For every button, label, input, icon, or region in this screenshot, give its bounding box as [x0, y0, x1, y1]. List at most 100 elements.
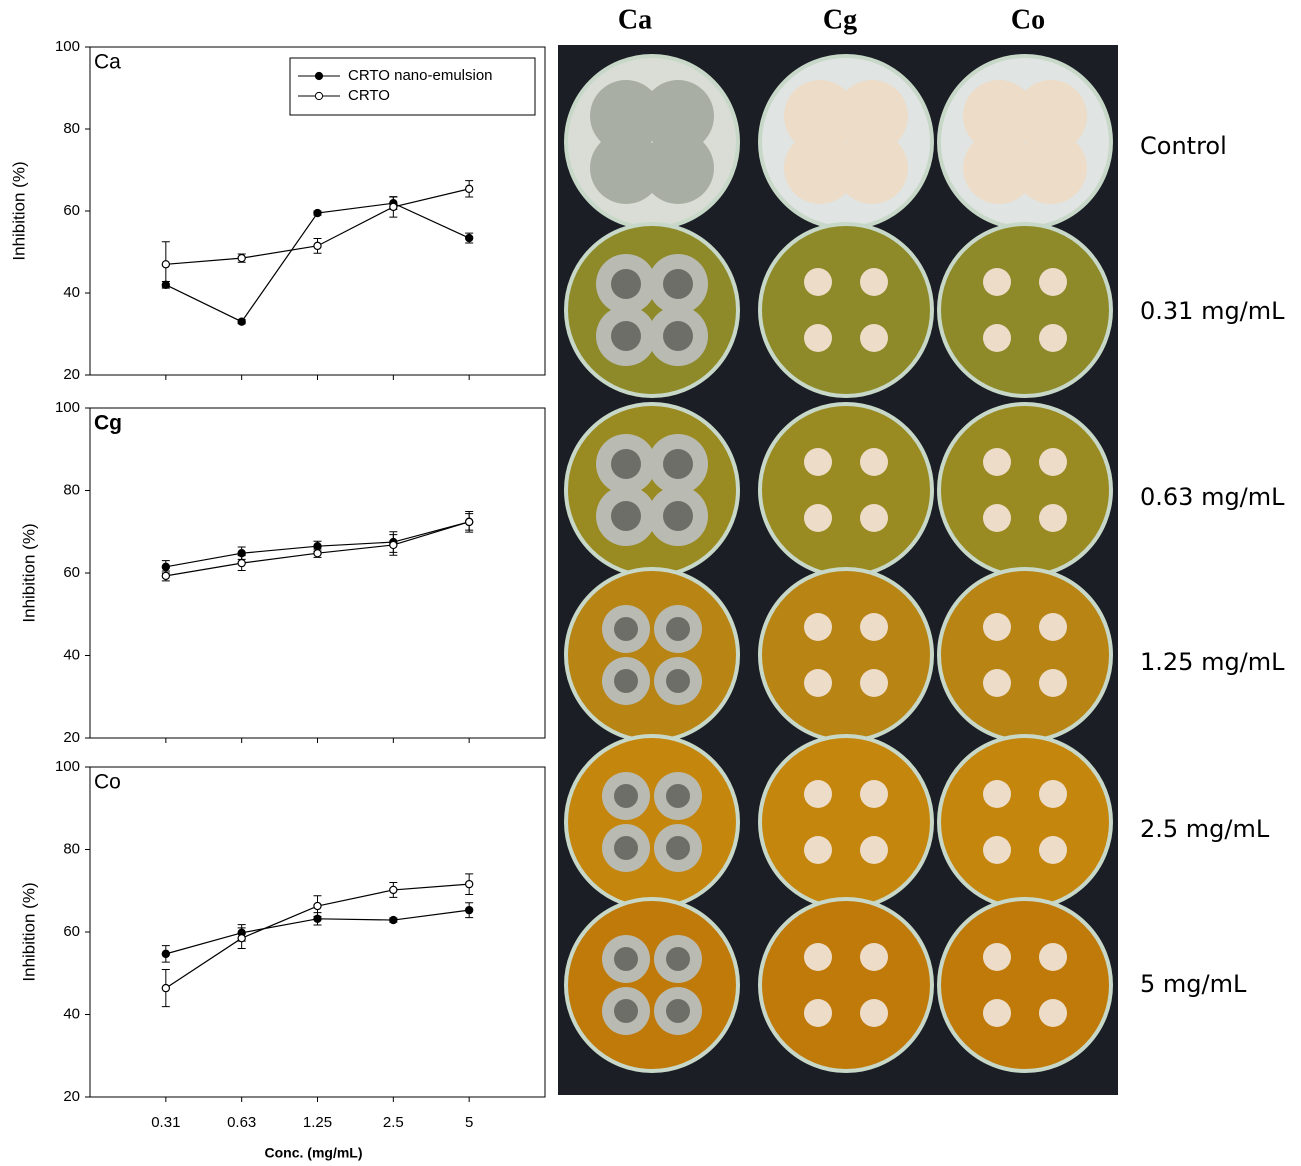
colony [1039, 268, 1067, 296]
colony [804, 613, 832, 641]
colony [983, 268, 1011, 296]
legend-marker [315, 92, 322, 99]
legend-label: CRTO nano-emulsion [348, 67, 493, 84]
colony [1039, 669, 1067, 697]
colony [860, 836, 888, 864]
petri-dish [566, 56, 738, 228]
marker [390, 916, 397, 923]
colony-center [663, 321, 693, 351]
y-tick-label: 20 [63, 1088, 80, 1105]
petri-dish [939, 56, 1111, 228]
colony [860, 943, 888, 971]
y-axis-label: Inhibition (%) [19, 882, 38, 981]
y-tick-label: 20 [63, 729, 80, 746]
marker [466, 234, 473, 241]
colony [983, 780, 1011, 808]
colony-center [614, 669, 638, 693]
colony [1039, 999, 1067, 1027]
colony-center [611, 269, 641, 299]
marker [466, 881, 473, 888]
marker [162, 563, 169, 570]
column-label: Co [1011, 4, 1045, 35]
marker [466, 518, 473, 525]
colony [983, 324, 1011, 352]
marker [390, 886, 397, 893]
colony [983, 999, 1011, 1027]
colony [860, 780, 888, 808]
colony [836, 132, 908, 204]
colony [860, 669, 888, 697]
marker [390, 203, 397, 210]
petri-dish [566, 404, 738, 576]
petri-dish [939, 404, 1111, 576]
colony [983, 943, 1011, 971]
colony [642, 132, 714, 204]
colony [804, 999, 832, 1027]
petri-dish [760, 899, 932, 1071]
marker [314, 902, 321, 909]
colony [804, 324, 832, 352]
colony-center [666, 947, 690, 971]
marker [466, 185, 473, 192]
y-tick-label: 100 [55, 399, 80, 416]
y-tick-label: 80 [63, 840, 80, 857]
colony [1039, 613, 1067, 641]
plot-frame [90, 767, 545, 1097]
colony-center [666, 784, 690, 808]
y-tick-label: 40 [63, 284, 80, 301]
petri-dish [939, 569, 1111, 741]
marker [314, 550, 321, 557]
colony-center [614, 999, 638, 1023]
legend-label: CRTO [348, 87, 390, 104]
colony [860, 324, 888, 352]
colony [804, 780, 832, 808]
row-label: Control [1140, 132, 1227, 160]
colony-center [666, 999, 690, 1023]
colony [983, 448, 1011, 476]
colony-center [611, 501, 641, 531]
petri-dish [939, 899, 1111, 1071]
marker [162, 261, 169, 268]
marker [314, 242, 321, 249]
y-tick-label: 80 [63, 120, 80, 137]
y-tick-label: 100 [55, 758, 80, 775]
petri-dish [760, 404, 932, 576]
y-tick-label: 100 [55, 38, 80, 55]
colony [983, 669, 1011, 697]
marker [314, 209, 321, 216]
plot-frame [90, 408, 545, 738]
x-tick-label: 5 [465, 1114, 473, 1131]
colony-center [666, 836, 690, 860]
colony [1039, 836, 1067, 864]
colony [804, 836, 832, 864]
x-axis-label: Conc. (mg/mL) [265, 1145, 363, 1161]
colony-center [663, 501, 693, 531]
marker [238, 318, 245, 325]
y-tick-label: 40 [63, 1005, 80, 1022]
colony [983, 613, 1011, 641]
panel-label: Cg [94, 412, 122, 435]
row-label: 1.25 mg/mL [1140, 648, 1285, 676]
y-axis-label: Inhibition (%) [9, 161, 28, 260]
legend-marker [315, 72, 322, 79]
marker [162, 985, 169, 992]
petri-dish [939, 224, 1111, 396]
colony [1039, 943, 1067, 971]
colony [1039, 324, 1067, 352]
colony [860, 999, 888, 1027]
x-tick-label: 0.31 [151, 1114, 180, 1131]
panel-label: Ca [94, 51, 121, 74]
colony [860, 448, 888, 476]
colony-center [663, 449, 693, 479]
petri-dish [939, 736, 1111, 908]
y-tick-label: 60 [63, 923, 80, 940]
colony [860, 613, 888, 641]
colony-center [614, 947, 638, 971]
colony [804, 669, 832, 697]
colony [804, 504, 832, 532]
petri-dish [566, 569, 738, 741]
colony [983, 504, 1011, 532]
petri-dish [566, 224, 738, 396]
petri-dish [760, 56, 932, 228]
colony [1039, 780, 1067, 808]
